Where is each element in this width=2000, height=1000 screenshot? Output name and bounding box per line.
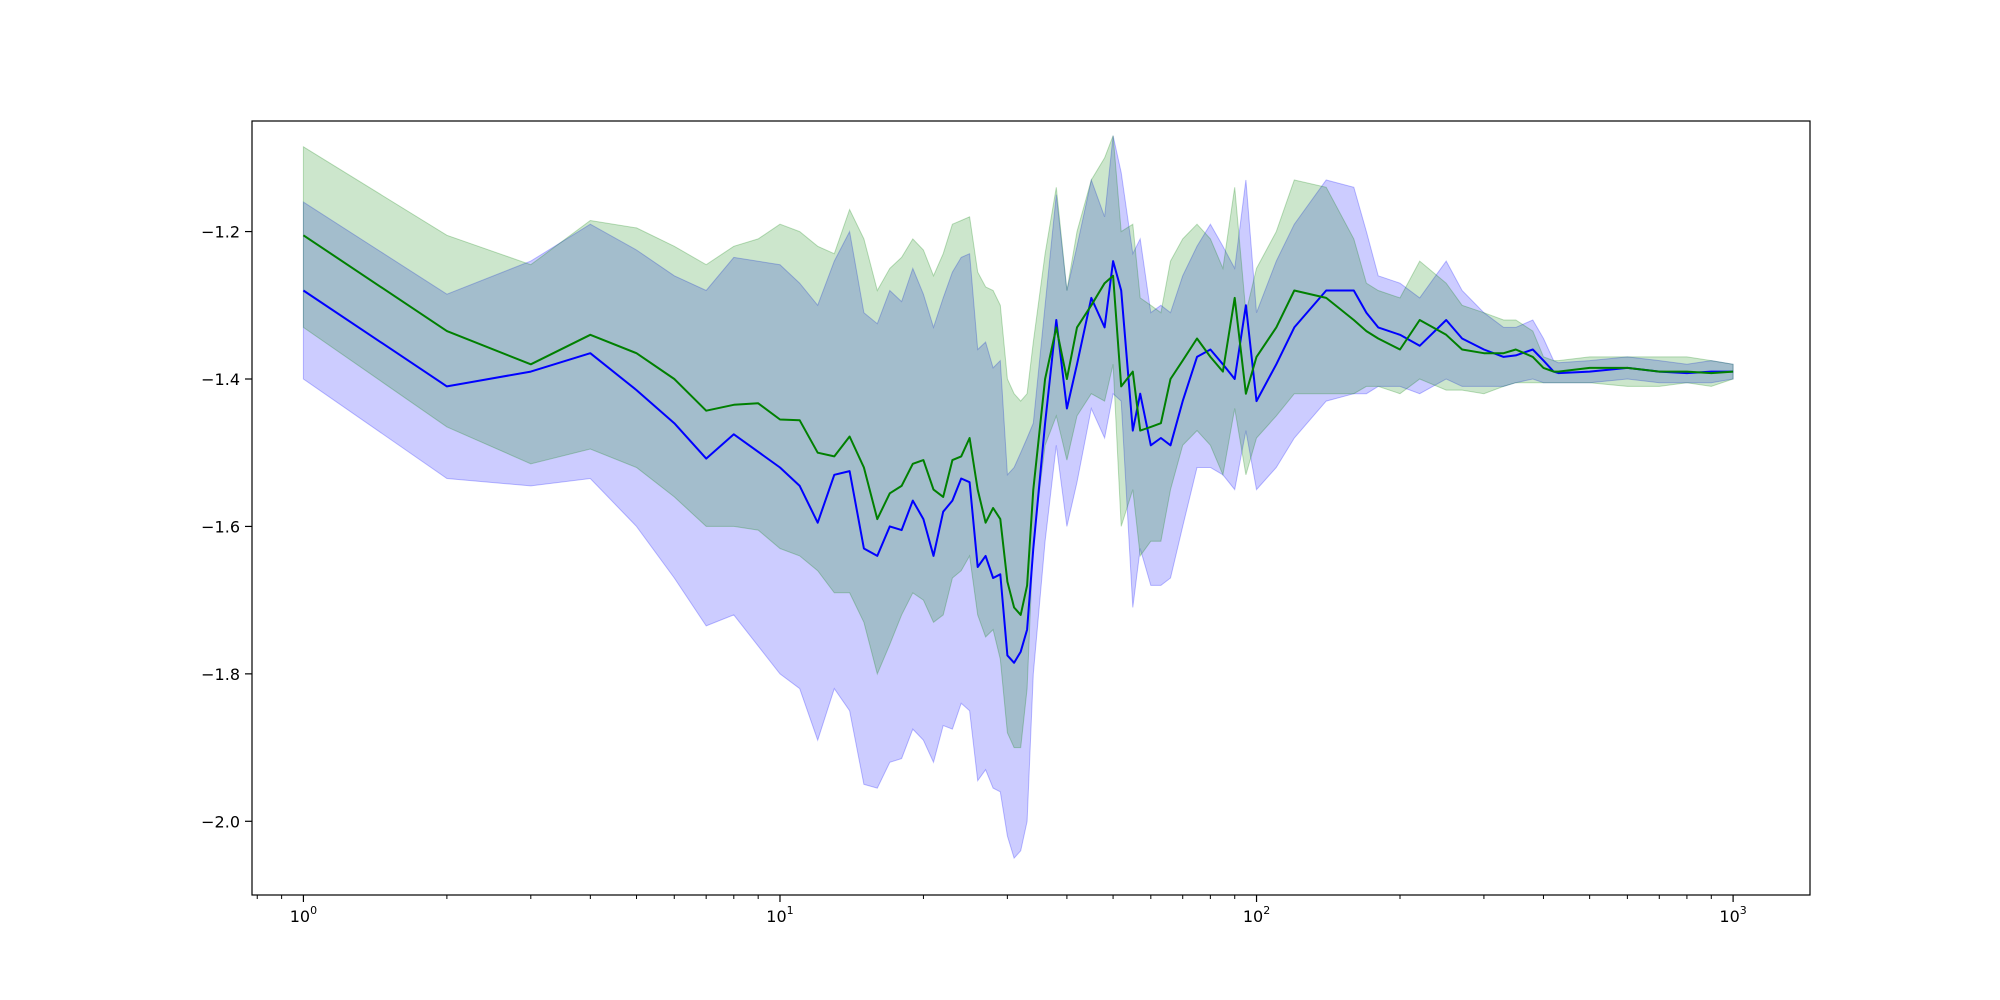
series-1-band (302, 135, 1734, 749)
plot-area-frame (251, 120, 1811, 896)
y-tick-label: −1.4 (201, 370, 240, 389)
x-tick-label: 103 (1719, 904, 1746, 926)
series-1-line (302, 234, 1734, 616)
y-tick-label: −1.8 (201, 665, 240, 684)
x-tick-label: 100 (290, 904, 317, 926)
y-tick-label: −1.2 (201, 223, 240, 242)
series-0-band (302, 135, 1734, 860)
y-axis: −1.2 −1.4 −1.6 −1.8 −2.0 (201, 223, 252, 831)
series-lines (302, 234, 1734, 664)
series-0-line (302, 260, 1734, 664)
y-tick-label: −1.6 (201, 517, 240, 536)
x-axis: 100 101 102 103 (256, 895, 1747, 926)
confidence-bands (302, 135, 1734, 860)
x-tick-label: 101 (766, 904, 793, 926)
x-tick-label: 102 (1243, 904, 1270, 926)
y-tick-label: −2.0 (201, 812, 240, 831)
